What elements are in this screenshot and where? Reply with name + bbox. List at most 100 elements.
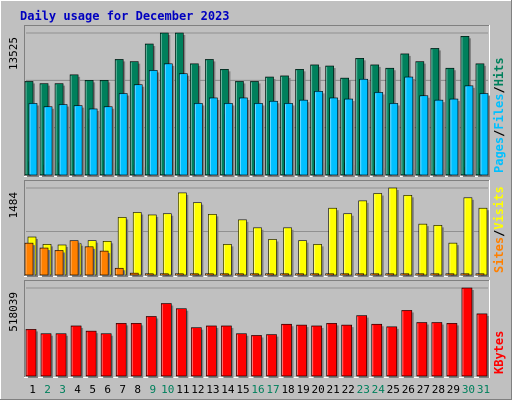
bar-kbytes-day-undefined bbox=[221, 325, 234, 378]
bar-body bbox=[341, 324, 352, 377]
bar-files-day-24 bbox=[374, 92, 385, 177]
legend-panel-2: Sites/Visits bbox=[492, 186, 506, 273]
bar-kbytes-day-undefined bbox=[431, 322, 444, 378]
bar-sites-day-undefined bbox=[84, 246, 96, 277]
bar-body bbox=[355, 273, 365, 276]
bar-shadow bbox=[132, 275, 141, 277]
x-label-day-1: 1 bbox=[29, 383, 36, 396]
bar-shadow bbox=[342, 275, 351, 277]
bar-visits-day-undefined bbox=[433, 225, 444, 277]
bar-body bbox=[359, 78, 369, 176]
legend-item-kbytes: KBytes bbox=[492, 331, 506, 374]
x-label-day-14: 14 bbox=[221, 383, 235, 396]
bar-body bbox=[430, 273, 440, 276]
bar-body bbox=[24, 242, 34, 276]
bar-body bbox=[250, 273, 259, 276]
bar-body bbox=[476, 313, 488, 377]
bar-body bbox=[314, 91, 323, 176]
legend-panel-1: Pages/Files/Hits bbox=[492, 57, 506, 173]
x-label-day-26: 26 bbox=[402, 383, 415, 396]
bar-sites-day-undefined bbox=[325, 273, 336, 277]
bar-shadow bbox=[267, 275, 276, 277]
bar-shadow bbox=[297, 275, 306, 277]
bar-body bbox=[281, 323, 292, 377]
bar-visits-day-undefined bbox=[403, 195, 414, 277]
bar-shadow bbox=[432, 275, 441, 277]
bar-kbytes-day-undefined bbox=[251, 335, 264, 378]
x-label-day-28: 28 bbox=[432, 383, 445, 396]
bar-kbytes-day-undefined bbox=[40, 333, 54, 378]
bar-body bbox=[370, 273, 380, 276]
bar-body bbox=[401, 310, 413, 377]
bar-body bbox=[386, 326, 398, 377]
bar-body bbox=[461, 287, 473, 377]
bar-body bbox=[449, 98, 459, 176]
bar-body bbox=[159, 273, 169, 276]
bar-sites-day-undefined bbox=[175, 273, 186, 277]
x-label-day-16: 16 bbox=[251, 383, 264, 396]
bar-body bbox=[145, 316, 157, 377]
x-label-day-19: 19 bbox=[296, 383, 309, 396]
x-label-day-15: 15 bbox=[236, 383, 249, 396]
x-label-day-4: 4 bbox=[74, 383, 81, 396]
bar-shadow bbox=[402, 275, 411, 277]
bar-body bbox=[190, 273, 199, 276]
x-label-day-22: 22 bbox=[342, 383, 355, 396]
bar-shadow bbox=[462, 275, 471, 277]
legend-item-files: Files bbox=[492, 94, 506, 130]
x-label-day-6: 6 bbox=[104, 383, 111, 396]
bar-kbytes-day-undefined bbox=[401, 310, 414, 378]
bar-body bbox=[344, 98, 353, 176]
bar-kbytes-day-undefined bbox=[296, 324, 309, 378]
bar-files-day-27 bbox=[419, 95, 430, 177]
x-label-day-25: 25 bbox=[387, 383, 400, 396]
x-label-day-24: 24 bbox=[372, 383, 386, 396]
bar-files-day-19 bbox=[299, 99, 310, 177]
bar-shadow bbox=[327, 275, 336, 277]
bar-visits-day-undefined bbox=[388, 187, 399, 277]
bar-sites-day-undefined bbox=[460, 273, 471, 277]
bar-body bbox=[133, 84, 143, 176]
bar-files-day-7 bbox=[118, 93, 130, 177]
y-max-label-panel-2: 1484 bbox=[7, 192, 20, 219]
x-label-day-27: 27 bbox=[417, 383, 430, 396]
bar-body bbox=[179, 73, 188, 176]
bar-body bbox=[400, 273, 410, 276]
bar-body bbox=[194, 103, 203, 176]
bar-files-day-16 bbox=[254, 103, 265, 177]
bar-sites-day-undefined bbox=[144, 273, 156, 277]
bar-files-day-15 bbox=[239, 97, 250, 177]
bar-body bbox=[100, 333, 112, 377]
bar-body bbox=[115, 323, 127, 377]
x-label-day-23: 23 bbox=[357, 383, 370, 396]
bar-body bbox=[84, 246, 94, 276]
bar-body bbox=[254, 103, 263, 176]
bar-kbytes-day-undefined bbox=[311, 325, 324, 378]
bar-body bbox=[340, 273, 349, 276]
y-max-label-panel-1: 13525 bbox=[7, 37, 20, 70]
x-label-day-2: 2 bbox=[44, 383, 51, 396]
bar-visits-day-undefined bbox=[162, 213, 174, 277]
bar-body bbox=[39, 247, 49, 276]
bar-body bbox=[209, 97, 218, 176]
bar-sites-day-undefined bbox=[235, 273, 246, 277]
bar-body bbox=[221, 325, 232, 377]
bar-body bbox=[419, 95, 429, 176]
bar-body bbox=[206, 325, 217, 377]
bar-body bbox=[269, 100, 278, 176]
bar-body bbox=[325, 273, 334, 276]
bar-files-day-9 bbox=[148, 70, 160, 177]
bar-kbytes-day-undefined bbox=[386, 326, 399, 378]
bar-sites-day-undefined bbox=[250, 273, 261, 277]
bar-body bbox=[55, 333, 67, 377]
bar-visits-day-undefined bbox=[178, 192, 189, 277]
legend-separator: / bbox=[492, 130, 506, 137]
bar-body bbox=[130, 323, 142, 377]
chart-panels: 13525Pages/Files/Hits1484Sites/Visits518… bbox=[7, 25, 506, 378]
bar-body bbox=[191, 327, 202, 377]
bar-sites-day-undefined bbox=[280, 273, 291, 277]
bar-body bbox=[371, 323, 383, 377]
bar-body bbox=[356, 315, 368, 377]
x-label-day-12: 12 bbox=[191, 383, 204, 396]
